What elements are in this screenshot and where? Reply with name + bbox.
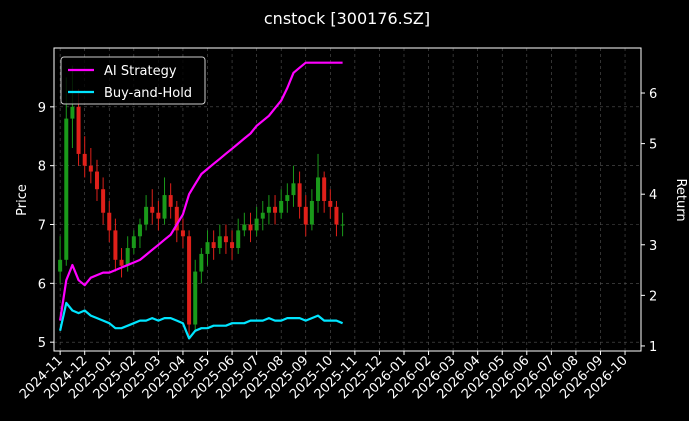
candle-body — [279, 200, 284, 213]
return-line — [59, 301, 344, 340]
candle-body — [254, 218, 259, 231]
candle-body — [273, 206, 278, 213]
candle-body — [303, 206, 308, 225]
y-tick-label: 6 — [38, 277, 46, 292]
candle-body — [297, 183, 302, 207]
candle-body — [64, 118, 69, 260]
legend-box — [60, 56, 206, 105]
y2-tick-label: 1 — [649, 340, 657, 355]
plot-frame — [53, 47, 642, 352]
y2-tick-label: 6 — [649, 87, 657, 102]
candle-body — [137, 224, 142, 237]
candle-body — [187, 236, 192, 325]
legend-label: AI Strategy — [104, 64, 177, 79]
candle-body — [113, 230, 118, 260]
candle-body — [70, 106, 75, 119]
y2-tick-label: 3 — [649, 239, 657, 254]
candle-body — [248, 224, 253, 231]
candle-body — [211, 242, 216, 249]
candle-body — [309, 200, 314, 225]
candle-body — [107, 212, 112, 231]
candle-body — [101, 189, 106, 213]
candle-body — [322, 177, 327, 201]
candle-body — [193, 271, 198, 325]
candle-body — [180, 230, 185, 237]
candle-body — [88, 165, 93, 172]
y-tick-label: 5 — [38, 336, 46, 351]
y-tick-label: 7 — [38, 219, 46, 234]
candle-body — [236, 230, 241, 249]
candle-body — [131, 236, 136, 249]
y2-axis-label: Return — [673, 178, 688, 221]
candle-body — [156, 212, 161, 219]
candle-body — [82, 153, 87, 166]
legend-label: Buy-and-Hold — [104, 86, 192, 101]
candle-body — [205, 242, 210, 254]
return-line — [59, 61, 343, 321]
candle-body — [223, 236, 228, 243]
candle-body — [316, 177, 321, 201]
y2-tick-label: 5 — [649, 138, 657, 153]
y-tick-label: 9 — [38, 101, 46, 116]
candle-body — [58, 259, 63, 272]
candle-body — [174, 206, 179, 231]
y-tick-label: 8 — [38, 160, 46, 175]
candle-body — [199, 253, 204, 272]
candle-body — [144, 206, 149, 225]
candle-body — [285, 195, 290, 201]
candle-body — [291, 183, 296, 196]
chart-title: cnstock [300176.SZ] — [264, 9, 430, 28]
candle-body — [266, 206, 271, 213]
candle-body — [230, 242, 235, 249]
y2-tick-label: 4 — [649, 188, 657, 203]
candle-body — [340, 224, 345, 226]
candle-body — [328, 200, 333, 207]
candle-body — [150, 206, 155, 213]
candle-body — [217, 236, 222, 249]
candle-body — [94, 171, 99, 190]
candle-body — [334, 206, 339, 225]
candle-body — [76, 106, 81, 154]
candle-body — [119, 259, 124, 266]
candle-body — [162, 195, 167, 219]
y-axis-label: Price — [15, 184, 30, 216]
candle-body — [168, 195, 173, 207]
y2-tick-label: 2 — [649, 289, 657, 304]
candle-body — [242, 224, 247, 231]
candle-body — [125, 248, 130, 266]
candle-body — [260, 212, 265, 219]
